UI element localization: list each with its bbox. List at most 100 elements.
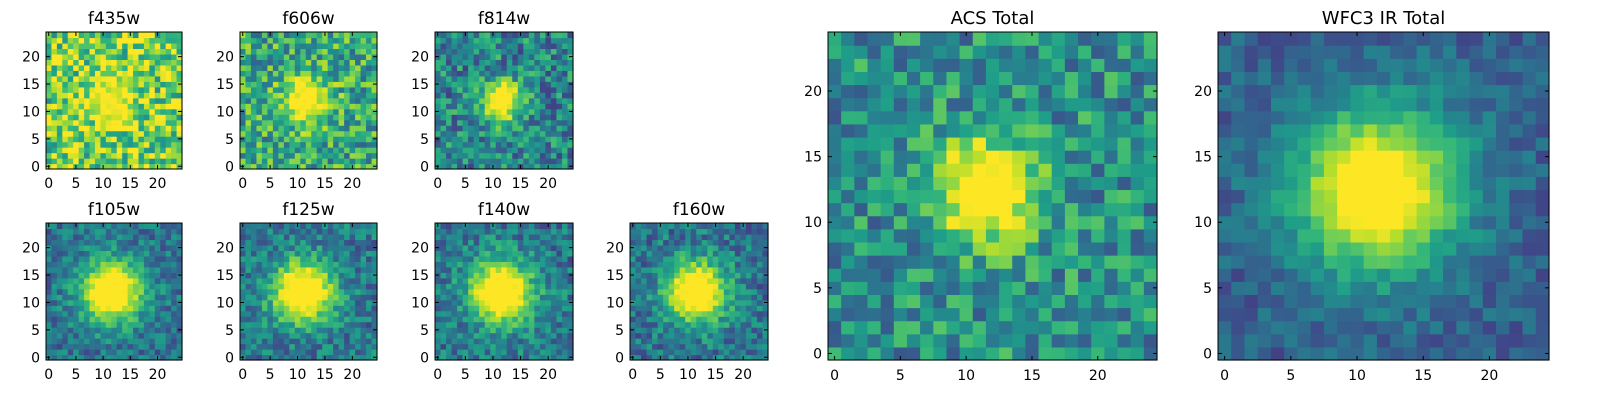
heatmap-cell	[67, 48, 74, 55]
heatmap-cell	[171, 42, 178, 50]
heatmap-cell	[111, 283, 118, 290]
heatmap-cell	[446, 97, 453, 104]
heatmap-cell	[138, 354, 145, 361]
heatmap-cell	[701, 255, 708, 262]
heatmap-cell	[333, 92, 340, 99]
heatmap-cell	[250, 354, 258, 361]
heatmap-cell	[46, 349, 53, 356]
heatmap-cell	[67, 294, 74, 301]
heatmap-cell	[149, 299, 156, 306]
heatmap-cell	[366, 239, 373, 246]
heatmap-cell	[841, 189, 855, 204]
heatmap-cell	[985, 268, 1000, 282]
heatmap-cell	[435, 294, 442, 301]
heatmap-cell	[561, 158, 569, 165]
heatmap-cell	[78, 332, 85, 339]
y-tick-label: 15	[216, 77, 234, 93]
heatmap-cell	[440, 261, 447, 268]
heatmap-cell	[490, 316, 497, 323]
heatmap-cell	[828, 189, 842, 204]
heatmap-cell	[143, 288, 150, 295]
heatmap-cell	[327, 59, 334, 66]
heatmap-cell	[149, 75, 156, 82]
heatmap-cell	[959, 163, 974, 177]
heatmap-cell	[561, 53, 569, 60]
heatmap-cell	[322, 343, 329, 350]
heatmap-cell	[56, 125, 63, 132]
heatmap-cell	[327, 75, 334, 82]
heatmap-cells	[240, 32, 378, 170]
heatmap-cell	[73, 114, 80, 121]
heatmap-cell	[679, 283, 686, 290]
heatmap-cell	[567, 97, 574, 104]
heatmap-cell	[250, 48, 258, 55]
heatmap-cell	[712, 239, 719, 246]
heatmap-cell	[534, 321, 541, 328]
heatmap-cell	[512, 316, 519, 323]
y-tick-label: 0	[615, 350, 624, 366]
heatmap-cell	[440, 125, 447, 132]
heatmap-cell	[457, 277, 464, 284]
heatmap-cell	[116, 261, 123, 268]
heatmap-cell	[338, 59, 345, 66]
heatmap-cell	[701, 332, 708, 339]
heatmap-cell	[94, 310, 101, 317]
heatmap-cell	[635, 327, 642, 334]
heatmap-cell	[171, 294, 178, 301]
heatmap-cell	[322, 141, 329, 148]
heatmap-cell	[440, 64, 447, 71]
heatmap-cell	[371, 255, 378, 262]
heatmap-cell	[138, 288, 145, 295]
heatmap-cell	[116, 228, 123, 235]
heatmap-cell	[278, 103, 285, 110]
heatmap-cell	[127, 59, 134, 66]
heatmap-cell	[534, 70, 541, 77]
heatmap-cell	[256, 103, 263, 110]
heatmap-cell	[73, 343, 80, 350]
heatmap-cell	[435, 316, 442, 323]
heatmap-cell	[690, 327, 697, 334]
heatmap-cell	[740, 233, 747, 241]
heatmap-cell	[1051, 202, 1066, 217]
heatmap-cell	[451, 103, 458, 110]
heatmap-cell	[517, 125, 524, 132]
heatmap-cell	[294, 75, 301, 82]
heatmap-cell	[473, 272, 480, 279]
heatmap-cell	[534, 42, 541, 50]
panel-title: f606w	[282, 9, 334, 29]
heatmap-cell	[272, 48, 279, 55]
heatmap-cell	[501, 37, 508, 44]
heatmap-cell	[46, 239, 53, 246]
heatmap-cell	[495, 147, 502, 154]
heatmap-cell	[56, 261, 63, 268]
heatmap-cell	[316, 310, 323, 317]
heatmap-cell	[674, 277, 681, 284]
heatmap-cell	[143, 59, 150, 66]
heatmap-cell	[490, 103, 497, 110]
heatmap-cell	[344, 158, 351, 165]
heatmap-cell	[1117, 255, 1132, 269]
heatmap-cell	[250, 152, 258, 159]
heatmap-cell	[240, 349, 247, 356]
heatmap-cell	[1025, 320, 1040, 335]
heatmap-cell	[294, 59, 301, 66]
heatmap-cell	[316, 92, 323, 99]
heatmap-cell	[89, 272, 96, 279]
heatmap-cell	[539, 349, 546, 356]
heatmap-cell	[84, 81, 91, 88]
heatmap-cell	[62, 316, 69, 323]
heatmap-cell	[261, 354, 268, 361]
heatmap-cell	[111, 261, 118, 268]
heatmap-cell	[250, 53, 258, 60]
heatmap-cell	[972, 255, 987, 269]
heatmap-cell	[316, 305, 323, 312]
heatmap-cell	[506, 261, 513, 268]
heatmap-cell	[272, 92, 279, 99]
heatmap-cell	[462, 255, 469, 262]
heatmap-cell	[495, 223, 502, 230]
heatmap-cell	[176, 283, 183, 290]
heatmap-cell	[740, 277, 747, 284]
heatmap-cell	[828, 241, 842, 256]
heatmap-cell	[729, 316, 736, 323]
heatmap-cell	[545, 277, 552, 284]
